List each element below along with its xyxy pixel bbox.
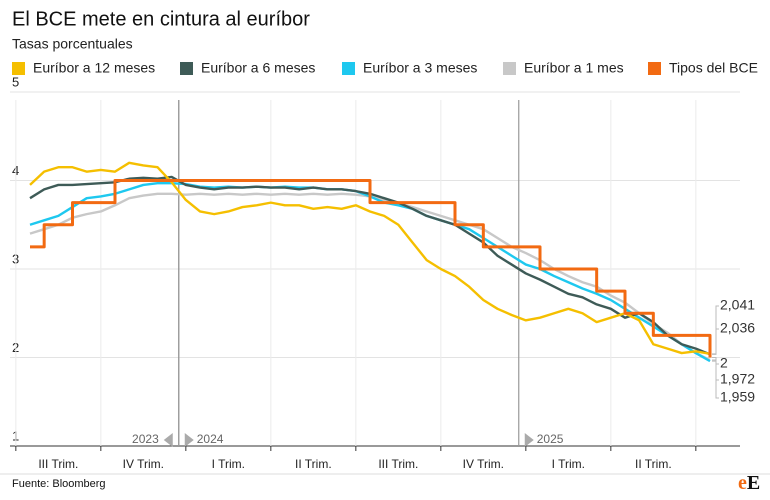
legend-swatch — [342, 62, 355, 75]
legend-label: Euríbor a 12 meses — [33, 60, 155, 76]
y-tick-label: 5 — [12, 74, 19, 89]
end-label: 2 — [720, 355, 728, 371]
legend-label: Tipos del BCE — [669, 60, 758, 76]
legend-swatch — [648, 62, 661, 75]
year-arrow — [184, 433, 194, 447]
year-label: 2025 — [537, 432, 564, 446]
x-tick-label: I Trim. — [552, 457, 585, 471]
x-tick-label: II Trim. — [295, 457, 332, 471]
end-label: 2,036 — [720, 320, 755, 336]
series-line — [29, 192, 711, 362]
end-label: 2,041 — [720, 297, 755, 313]
end-label: 1,972 — [720, 371, 755, 387]
logo-E: E — [747, 472, 760, 494]
legend-label: Euríbor a 3 meses — [363, 60, 477, 76]
x-tick-label: III Trim. — [378, 457, 418, 471]
series-line — [29, 161, 711, 356]
year-label: 2023 — [132, 432, 159, 446]
chart-title: El BCE mete en cintura al euríbor — [12, 8, 310, 30]
chart-subtitle: Tasas porcentuales — [12, 36, 133, 52]
logo: eE — [738, 472, 760, 494]
year-arrow — [524, 433, 534, 447]
legend-swatch — [12, 62, 25, 75]
legend-label: Euríbor a 1 mes — [524, 60, 624, 76]
x-tick-label: IV Trim. — [123, 457, 164, 471]
label-leader — [712, 328, 719, 355]
x-tick-label: II Trim. — [635, 457, 672, 471]
label-leader — [712, 357, 719, 365]
legend-label: Euríbor a 6 meses — [201, 60, 315, 76]
series-line — [30, 179, 712, 358]
x-tick-label: I Trim. — [212, 457, 245, 471]
end-label: 1,959 — [720, 389, 755, 405]
logo-e: e — [738, 472, 747, 494]
source: Fuente: Bloomberg — [12, 478, 106, 490]
legend-swatch — [180, 62, 193, 75]
x-tick-label: IV Trim. — [463, 457, 504, 471]
x-tick-label: III Trim. — [38, 457, 78, 471]
year-label: 2024 — [197, 432, 224, 446]
year-arrow — [163, 433, 173, 447]
series-line — [29, 181, 711, 363]
label-leader — [712, 359, 719, 381]
legend-swatch — [503, 62, 516, 75]
